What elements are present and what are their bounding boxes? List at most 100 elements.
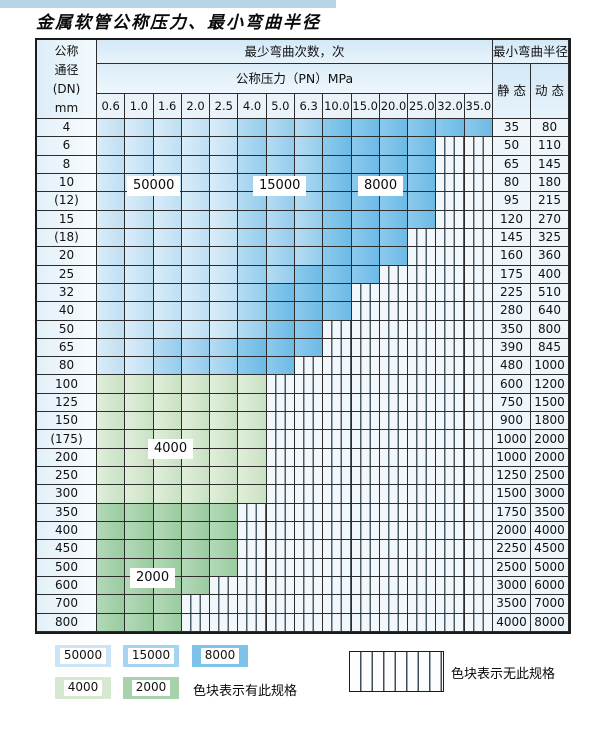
grade-cell-2000 — [210, 540, 239, 559]
no-spec-cell — [464, 412, 493, 431]
dynamic-value-cell: 180 — [531, 173, 569, 193]
dynamic-value-cell: 145 — [531, 155, 569, 174]
grade-cell-4000 — [181, 485, 211, 504]
grade-cell-4000 — [153, 412, 182, 431]
grade-cell-50000 — [125, 265, 154, 284]
grade-cell-50000 — [97, 338, 126, 358]
grade-cell-8000 — [323, 247, 352, 266]
static-value-cell: 750 — [493, 393, 531, 413]
dynamic-value-cell: 2000 — [531, 430, 569, 449]
grade-cell-8000 — [323, 192, 352, 211]
no-spec-cell — [295, 558, 324, 578]
static-value-cell: 1000 — [493, 448, 531, 468]
grade-cell-50000 — [181, 247, 211, 266]
no-spec-cell — [436, 357, 465, 376]
grade-cell-8000 — [266, 320, 295, 339]
grade-cell-8000 — [351, 155, 380, 174]
no-spec-cell — [351, 503, 380, 523]
grade-cell-4000 — [125, 375, 154, 394]
grade-cell-2000 — [97, 503, 126, 523]
grade-cell-50000 — [125, 155, 154, 174]
no-spec-cell — [464, 155, 493, 174]
grade-cell-8000 — [351, 247, 380, 266]
no-spec-cell — [436, 155, 465, 174]
pressure-col-header: 15.0 — [351, 94, 380, 119]
no-spec-cell — [408, 448, 437, 468]
grade-cell-8000 — [323, 119, 352, 138]
static-value-cell: 280 — [493, 302, 531, 321]
no-spec-cell — [379, 540, 409, 559]
no-spec-cell — [266, 522, 295, 541]
no-spec-cell — [379, 467, 409, 486]
grade-cell-8000 — [379, 119, 409, 138]
no-spec-cell — [379, 320, 409, 339]
corner-line-2: 通径 — [54, 62, 79, 77]
no-spec-cell — [323, 467, 352, 486]
grade-cell-50000 — [97, 247, 126, 266]
dn-cell: 450 — [37, 540, 97, 559]
no-spec-cell — [323, 613, 352, 632]
no-spec-cell — [323, 357, 352, 376]
dynamic-value-cell: 3000 — [531, 485, 569, 504]
spec-table: 公称 通径 (DN) mm 最少弯曲次数，次 最小弯曲半径 公称压力（PN）MP… — [35, 38, 571, 634]
dn-cell: 600 — [37, 577, 97, 596]
no-spec-cell — [295, 540, 324, 559]
no-spec-cell — [464, 192, 493, 211]
dn-cell: 15 — [37, 210, 97, 229]
no-spec-cell — [351, 412, 380, 431]
no-spec-cell — [323, 595, 352, 614]
no-spec-cell — [408, 320, 437, 339]
grade-cell-50000 — [210, 228, 239, 248]
no-spec-cell — [266, 467, 295, 486]
grade-cell-50000 — [181, 283, 211, 303]
grade-cell-2000 — [210, 503, 239, 523]
no-spec-cell — [210, 613, 239, 632]
grade-cell-8000 — [351, 228, 380, 248]
no-spec-cell — [379, 595, 409, 614]
no-spec-cell — [408, 485, 437, 504]
dn-cell: 150 — [37, 412, 97, 431]
no-spec-cell — [351, 393, 380, 413]
dynamic-value-cell: 3500 — [531, 503, 569, 523]
no-spec-cell — [464, 558, 493, 578]
no-spec-cell — [436, 137, 465, 156]
no-spec-cell — [464, 448, 493, 468]
no-spec-cell — [323, 430, 352, 449]
grade-cell-15000 — [238, 192, 267, 211]
no-spec-cell — [436, 558, 465, 578]
grade-cell-4000 — [238, 412, 267, 431]
no-spec-cell — [436, 393, 465, 413]
grade-cell-8000 — [379, 155, 409, 174]
grade-cell-4000 — [238, 375, 267, 394]
grade-cell-4000 — [210, 485, 239, 504]
no-spec-cell — [408, 522, 437, 541]
grade-cell-4000 — [210, 393, 239, 413]
grade-cell-4000 — [210, 375, 239, 394]
grade-cell-50000 — [210, 283, 239, 303]
pressure-col-header: 1.0 — [125, 94, 154, 119]
grade-cell-4000 — [153, 375, 182, 394]
grade-cell-50000 — [181, 265, 211, 284]
grade-cell-50000 — [97, 192, 126, 211]
no-spec-cell — [408, 338, 437, 358]
dynamic-value-cell: 7000 — [531, 595, 569, 614]
no-spec-cell — [436, 522, 465, 541]
grade-cell-50000 — [97, 302, 126, 321]
no-spec-cell — [379, 430, 409, 449]
pressure-col-header: 5.0 — [266, 94, 295, 119]
grade-cell-2000 — [125, 613, 154, 632]
dynamic-value-cell: 6000 — [531, 577, 569, 596]
no-spec-cell — [266, 448, 295, 468]
no-spec-cell — [464, 338, 493, 358]
no-spec-cell — [295, 613, 324, 632]
grade-cell-50000 — [181, 320, 211, 339]
dynamic-value-cell: 1800 — [531, 412, 569, 431]
top-strip — [0, 0, 336, 8]
grade-cell-8000 — [323, 265, 352, 284]
no-spec-cell — [323, 540, 352, 559]
no-spec-cell — [464, 467, 493, 486]
grade-cell-8000 — [408, 137, 437, 156]
grade-cell-50000 — [181, 302, 211, 321]
no-spec-cell — [436, 302, 465, 321]
grade-cell-4000 — [210, 412, 239, 431]
